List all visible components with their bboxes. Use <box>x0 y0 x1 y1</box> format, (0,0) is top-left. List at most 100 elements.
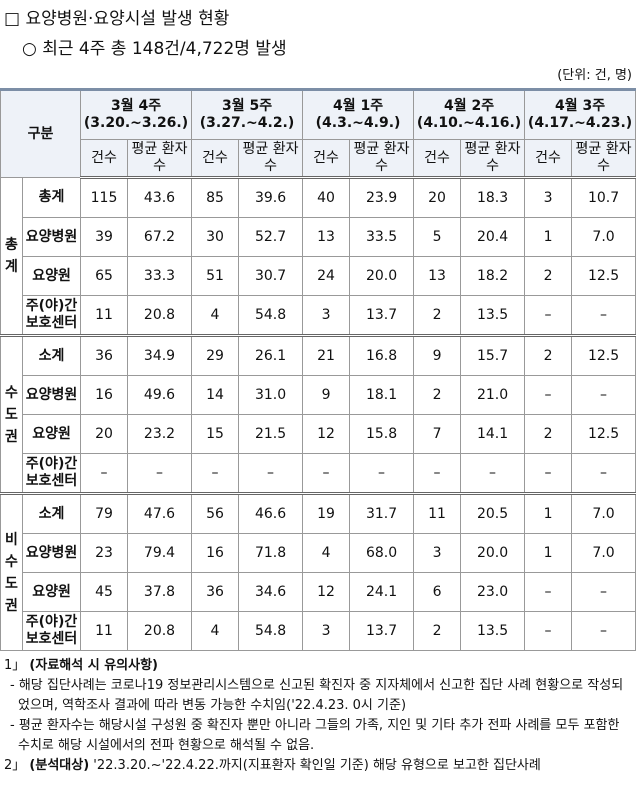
row-label: 요양병원 <box>21 375 82 415</box>
cell: 31.0 <box>238 375 304 415</box>
cell: 16 <box>191 533 240 573</box>
cell: 20.0 <box>460 533 526 573</box>
cell: 16.8 <box>349 335 415 376</box>
cell: 21 <box>302 335 351 376</box>
cell: 13.5 <box>460 295 526 336</box>
cell: – <box>524 572 573 612</box>
cell: 71.8 <box>238 533 304 573</box>
row-label: 요양병원 <box>21 217 82 257</box>
cell: 4 <box>191 295 240 336</box>
cell: 2 <box>413 611 462 651</box>
cell: 36 <box>80 335 129 376</box>
cell: 7 <box>413 414 462 454</box>
row-label: 요양병원 <box>21 533 82 573</box>
cell: – <box>571 375 636 415</box>
cell: 11 <box>80 611 129 651</box>
cell: 43.6 <box>127 177 193 218</box>
note: 2」 (분석대상) '22.3.20.~'22.4.22.까지(지표환자 확인일… <box>4 756 632 776</box>
cell: 79 <box>80 493 129 534</box>
cell: 21.5 <box>238 414 304 454</box>
cell: 12.5 <box>571 414 636 454</box>
cell: 20.0 <box>349 256 415 296</box>
week-period: (4.17.~4.23.) <box>527 115 633 131</box>
table-row: 주(야)간보호센터 11 20.8 4 54.8 3 13.7 2 13.5– – <box>1 295 636 336</box>
row-label: 주(야)간보호센터 <box>21 611 82 651</box>
data-table: 구분 3월 4주 (3.20.~3.26.) 3월 5주 (3.27.~4.2.) 4월 … <box>0 88 636 651</box>
note-marker: 2」 <box>4 758 26 773</box>
cell: 7.0 <box>571 533 636 573</box>
cell: 79.4 <box>127 533 193 573</box>
cell: 1 <box>524 533 573 573</box>
cell: 20.5 <box>460 493 526 534</box>
cell: – <box>302 453 351 494</box>
cell: – <box>460 453 526 494</box>
cell: 18.3 <box>460 177 526 218</box>
cell: 13.7 <box>349 295 415 336</box>
cell: 14.1 <box>460 414 526 454</box>
table-row: 요양병원 16 49.6 14 31.0 9 18.1 2 21.0– – <box>1 375 636 415</box>
cell: 2 <box>413 375 462 415</box>
table-row: 주(야)간보호센터 – – – – – – – – – – <box>1 453 636 494</box>
cell: – <box>524 611 573 651</box>
count-header: 건수 <box>302 139 351 179</box>
cell: 67.2 <box>127 217 193 257</box>
cell: 56 <box>191 493 240 534</box>
table-row: 주(야)간보호센터 11 20.8 4 54.8 3 13.7 2 13.5– – <box>1 611 636 651</box>
table-row: 총계 총계 115 43.6 85 39.6 40 23.9 20 18.3 3 10.7 <box>0 177 636 336</box>
cell: 3 <box>413 533 462 573</box>
cell: 13 <box>302 217 351 257</box>
count-header: 건수 <box>413 139 462 179</box>
cell: 19 <box>302 493 351 534</box>
cell: 3 <box>302 295 351 336</box>
note-item: - 해당 집단사례는 코로나19 정보관리시스템으로 신고된 확진자 중 지자체… <box>10 678 624 713</box>
cell: 34.9 <box>127 335 193 376</box>
row-label: 주(야)간보호센터 <box>21 295 82 336</box>
cell: 20.4 <box>460 217 526 257</box>
cell: 49.6 <box>127 375 193 415</box>
cell: 65 <box>80 256 129 296</box>
cell: 26.1 <box>238 335 304 376</box>
row-label: 소계 <box>21 493 82 534</box>
week-header: 3월 5주 (3.27.~4.2.) <box>191 88 304 140</box>
cell: 24 <box>302 256 351 296</box>
week-name: 4월 3주 <box>554 98 606 114</box>
cell: 51 <box>191 256 240 296</box>
cell: 14 <box>191 375 240 415</box>
cell: 31.7 <box>349 493 415 534</box>
week-name: 3월 4주 <box>110 98 162 114</box>
cell: 52.7 <box>238 217 304 257</box>
cell: 20.8 <box>127 611 193 651</box>
cell: 2 <box>524 256 573 296</box>
header-row: 건수 평균 환자수 건수 평균 환자수 건수 평균 환자수 건수 평균 환자수 건수 평균 환자수 <box>1 139 636 179</box>
table-row: 수도권 소계 36 34.9 29 26.1 21 16.8 9 15.7 2 12.5 <box>0 335 636 494</box>
cell: 13.5 <box>460 611 526 651</box>
cell: 7.0 <box>571 217 636 257</box>
cell: 37.8 <box>127 572 193 612</box>
cell: 23.0 <box>460 572 526 612</box>
row-label: 요양원 <box>21 572 82 612</box>
cell: – <box>524 453 573 494</box>
cell: 47.6 <box>127 493 193 534</box>
cell: – <box>571 453 636 494</box>
cell: 2 <box>413 295 462 336</box>
cell: 20 <box>80 414 129 454</box>
cell: 33.5 <box>349 217 415 257</box>
unit-note: (단위: 건, 명) <box>557 68 632 83</box>
cell: 15 <box>191 414 240 454</box>
table-row: 요양원 45 37.8 36 34.6 12 24.1 6 23.0– – <box>1 572 636 612</box>
week-period: (4.10.~4.16.) <box>416 115 522 131</box>
row-label: 주(야)간보호센터 <box>21 453 82 494</box>
week-name: 4월 1주 <box>332 98 384 114</box>
week-name: 3월 5주 <box>221 98 273 114</box>
week-header: 3월 4주 (3.20.~3.26.) <box>80 88 193 140</box>
table-row: 요양병원 39 67.2 30 52.7 13 33.5 5 20.4 1 7.0 <box>1 217 636 257</box>
table-row: 요양병원 23 79.4 16 71.8 4 68.0 3 20.0 1 7.0 <box>1 533 636 573</box>
cell: 29 <box>191 335 240 376</box>
cell: 23 <box>80 533 129 573</box>
cell: 3 <box>302 611 351 651</box>
cell: – <box>571 611 636 651</box>
notes: 1」 (자료해석 시 유의사항) - 해당 집단사례는 코로나19 정보관리시스템… <box>4 656 632 776</box>
cell: – <box>191 453 240 494</box>
row-label: 요양원 <box>21 414 82 454</box>
